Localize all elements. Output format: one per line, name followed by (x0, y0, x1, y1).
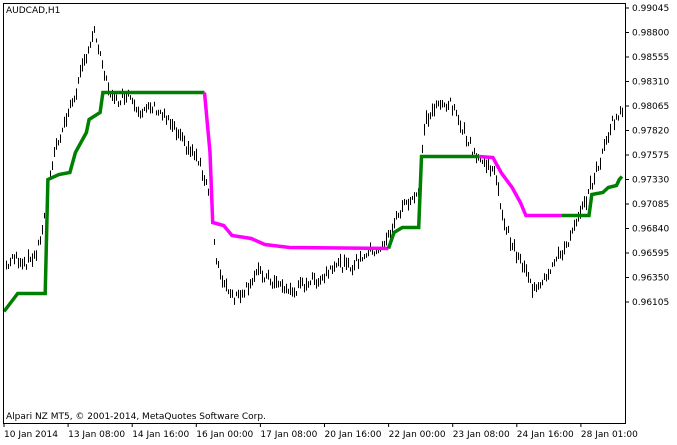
indicator-lines (2, 90, 624, 313)
indicator-segment (386, 154, 480, 250)
x-tick-label: 22 Jan 00:00 (389, 430, 446, 440)
y-tick-label: 0.97820 (632, 127, 669, 137)
price-axis: 0.99045 0.98800 0.98555 0.98310 0.98065 0.978… (625, 4, 669, 308)
symbol-title: AUDCAD,H1 (6, 6, 60, 16)
y-tick-label: 0.98555 (632, 53, 669, 63)
y-tick-label: 0.98310 (632, 78, 669, 88)
y-tick-label: 0.98800 (632, 29, 669, 39)
y-tick-label: 0.97575 (632, 151, 669, 161)
x-tick-label: 13 Jan 08:00 (68, 430, 125, 440)
x-tick-label: 28 Jan 01:00 (581, 430, 638, 440)
x-tick-label: 20 Jan 16:00 (325, 430, 382, 440)
y-tick-label: 0.96350 (632, 274, 669, 284)
y-tick-label: 0.98065 (632, 102, 669, 112)
indicator-segment (479, 154, 562, 218)
x-tick-label: 16 Jan 00:00 (196, 430, 253, 440)
plot-frame (3, 3, 626, 424)
y-tick-label: 0.97330 (632, 176, 669, 186)
x-tick-label: 14 Jan 16:00 (132, 430, 189, 440)
y-tick-label: 0.99045 (632, 4, 669, 14)
x-tick-label: 17 Jan 08:00 (260, 430, 317, 440)
time-axis: 10 Jan 2014 13 Jan 08:00 14 Jan 16:00 16 Ja… (3, 423, 638, 440)
indicator-segment (202, 92, 389, 251)
y-tick-label: 0.96595 (632, 249, 669, 259)
price-bars (6, 26, 623, 305)
y-tick-label: 0.97085 (632, 200, 669, 210)
indicator-segment (561, 175, 624, 218)
indicator-segment (2, 90, 205, 313)
x-tick-label: 10 Jan 2014 (4, 430, 58, 440)
x-tick-label: 23 Jan 08:00 (453, 430, 510, 440)
y-tick-label: 0.96105 (632, 298, 669, 308)
y-tick-label: 0.96840 (632, 225, 669, 235)
x-tick-label: 24 Jan 16:00 (517, 430, 574, 440)
copyright-text: Alpari NZ MT5, © 2001-2014, MetaQuotes S… (6, 412, 266, 422)
